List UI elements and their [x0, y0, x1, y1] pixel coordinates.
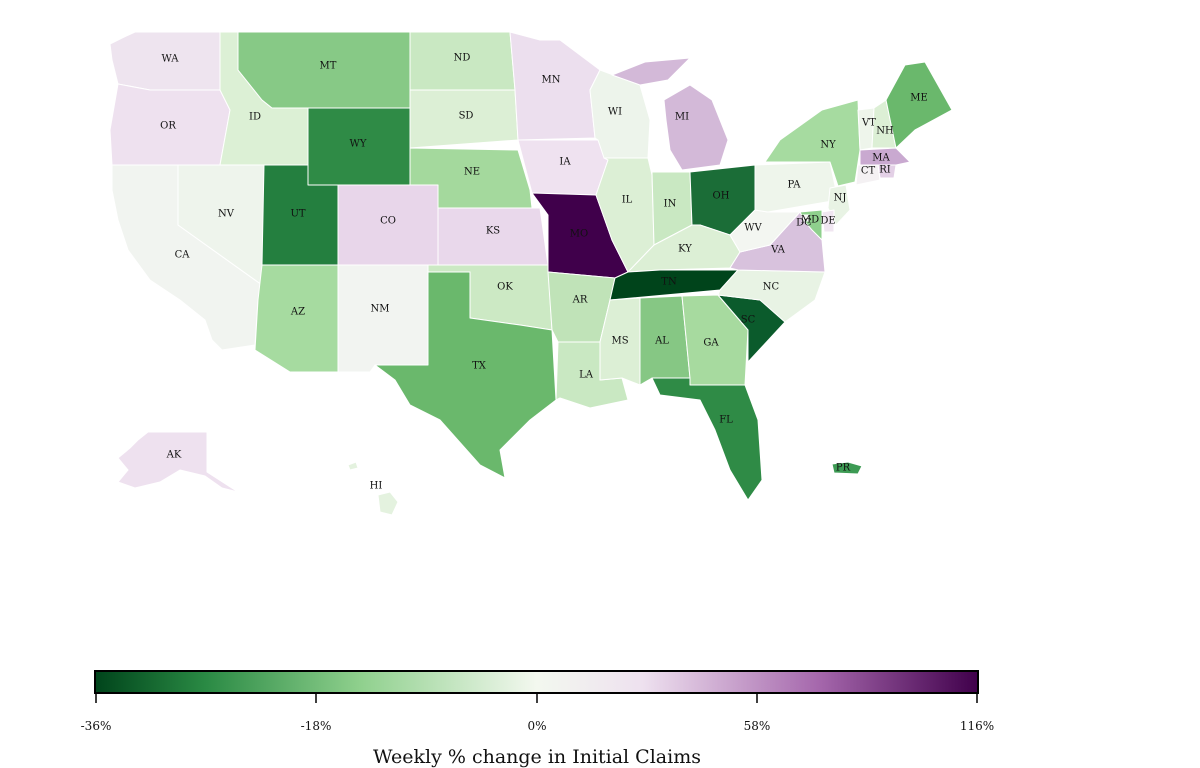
- state-vt[interactable]: [857, 107, 875, 151]
- state-ia[interactable]: [517, 139, 609, 196]
- label-nh: NH: [876, 126, 894, 137]
- state-mi[interactable]: [663, 84, 729, 171]
- label-tx: TX: [472, 361, 487, 372]
- label-ca: CA: [175, 250, 191, 261]
- label-ga: GA: [703, 338, 719, 349]
- state-ct[interactable]: [855, 164, 881, 186]
- state-ak[interactable]: [117, 431, 239, 493]
- state-pr[interactable]: [831, 461, 863, 475]
- label-ar: AR: [572, 295, 588, 306]
- states-layer: [109, 31, 953, 516]
- label-hi: HI: [370, 481, 383, 492]
- label-ok: OK: [497, 282, 513, 293]
- colorbar-tick-label-2: -18%: [301, 719, 332, 733]
- label-wy: WY: [350, 139, 367, 150]
- state-hi[interactable]: [377, 491, 399, 516]
- state-ma[interactable]: [859, 147, 911, 166]
- label-mn: MN: [542, 75, 561, 86]
- colorbar-tick-label-1: -36%: [81, 719, 112, 733]
- label-ct: CT: [861, 166, 876, 177]
- label-wi: WI: [608, 107, 622, 118]
- colorbar: [94, 670, 979, 694]
- label-ne: NE: [464, 167, 480, 178]
- state-dc[interactable]: [802, 214, 810, 222]
- label-ma: MA: [872, 153, 890, 164]
- label-id: ID: [249, 112, 261, 123]
- label-nd: ND: [454, 53, 471, 64]
- label-ks: KS: [486, 226, 500, 237]
- label-az: AZ: [290, 307, 305, 318]
- state-tx[interactable]: [374, 271, 557, 479]
- label-al: AL: [654, 336, 669, 347]
- label-mo: MO: [570, 229, 588, 240]
- label-wv: WV: [744, 223, 762, 234]
- label-il: IL: [622, 195, 633, 206]
- state-me[interactable]: [885, 61, 953, 149]
- label-oh: OH: [713, 191, 730, 202]
- state-ks[interactable]: [437, 207, 549, 266]
- label-de: DE: [820, 216, 835, 227]
- state-nm[interactable]: [337, 264, 429, 373]
- label-tn: TN: [661, 277, 677, 288]
- label-md: MD: [801, 215, 819, 226]
- label-pa: PA: [787, 180, 801, 191]
- label-nc: NC: [763, 282, 780, 293]
- state-de[interactable]: [821, 209, 835, 233]
- state-mi-up[interactable]: [611, 57, 691, 86]
- state-hi-west[interactable]: [347, 461, 359, 471]
- state-fl[interactable]: [651, 377, 763, 501]
- label-ia: IA: [559, 157, 571, 168]
- colorbar-legend: -36% -18% 0% 58% 116% Weekly % change in…: [81, 670, 994, 768]
- label-wa: WA: [161, 54, 179, 65]
- state-mn[interactable]: [509, 31, 601, 141]
- label-in: IN: [664, 199, 677, 210]
- label-sc: SC: [741, 315, 756, 326]
- label-ri: RI: [879, 165, 891, 176]
- label-mi: MI: [675, 112, 689, 123]
- label-pr: PR: [836, 463, 851, 474]
- state-az[interactable]: [254, 264, 339, 373]
- label-nj: NJ: [834, 193, 847, 204]
- label-vt: VT: [861, 118, 876, 129]
- label-mt: MT: [320, 61, 337, 72]
- label-dc: DC: [796, 218, 812, 229]
- label-sd: SD: [459, 111, 474, 122]
- label-ut: UT: [290, 209, 305, 220]
- colorbar-tick-label-3: 0%: [527, 719, 546, 733]
- colorbar-title: Weekly % change in Initial Claims: [373, 746, 701, 768]
- label-ny: NY: [820, 140, 836, 151]
- label-me: ME: [910, 93, 928, 104]
- colorbar-tick-label-5: 116%: [960, 719, 994, 733]
- label-or: OR: [160, 121, 176, 132]
- label-ak: AK: [166, 450, 182, 461]
- label-co: CO: [380, 216, 396, 227]
- label-nm: NM: [371, 304, 390, 315]
- colorbar-tick-label-4: 58%: [744, 719, 771, 733]
- label-nv: NV: [218, 209, 235, 220]
- label-la: LA: [579, 370, 594, 381]
- label-va: VA: [770, 245, 786, 256]
- state-labels: WA OR CA NV ID MT WY UT AZ NM CO ND SD N…: [160, 53, 928, 492]
- label-fl: FL: [719, 415, 733, 426]
- label-ky: KY: [678, 244, 692, 255]
- label-ms: MS: [611, 336, 628, 347]
